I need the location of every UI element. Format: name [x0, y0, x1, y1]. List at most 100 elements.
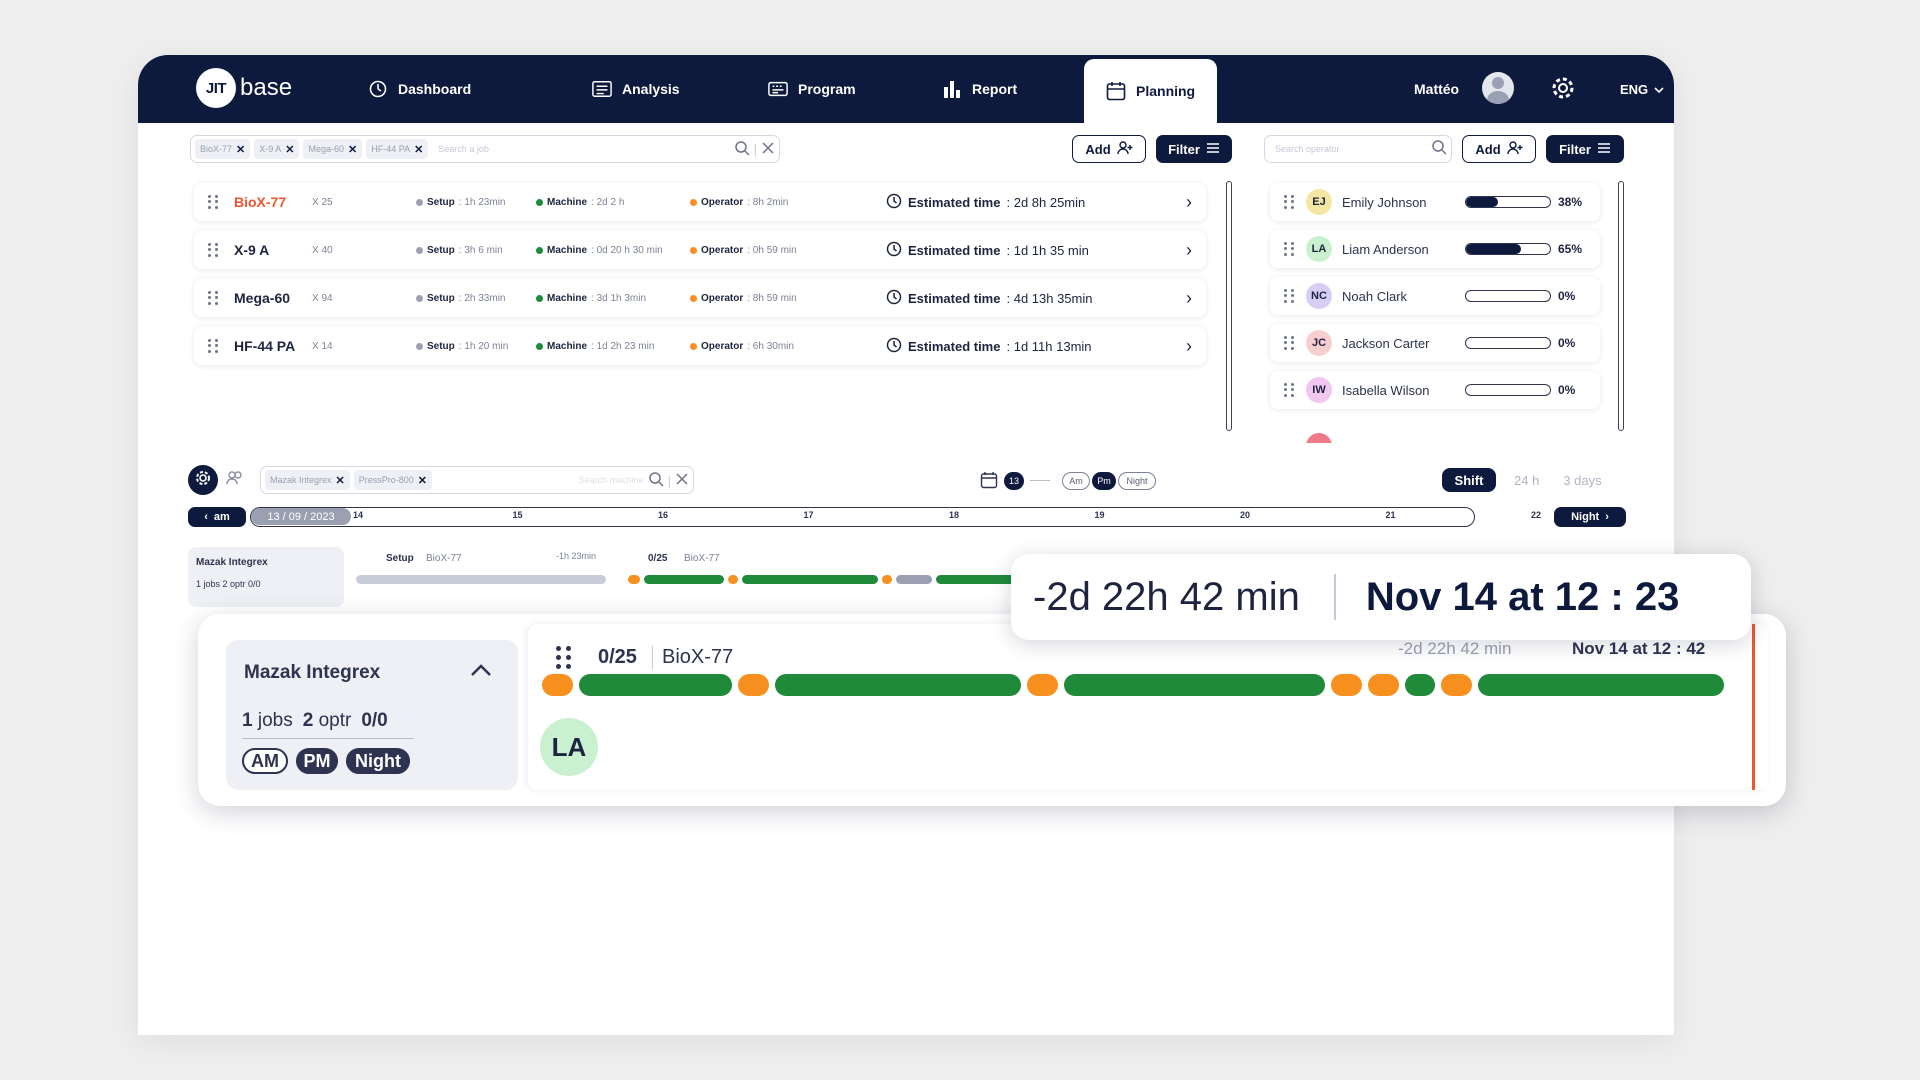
nav-program[interactable]: Program: [768, 55, 856, 123]
timeline-ruler[interactable]: 13 / 09 / 2023 14 15 16 17 18 19 20 21 22: [250, 507, 1541, 527]
chevron-right-icon[interactable]: ›: [1186, 191, 1192, 212]
drag-handle-icon[interactable]: [1284, 289, 1296, 303]
bg-job-lane[interactable]: 0/25 BioX-77: [628, 547, 1028, 587]
add-job-button[interactable]: Add: [1072, 135, 1146, 163]
filter-operators-button[interactable]: Filter: [1546, 135, 1624, 163]
operator-row[interactable]: LA Liam Anderson 65%: [1270, 230, 1600, 268]
shift-pm-pill[interactable]: PM: [296, 748, 338, 774]
machine-segment[interactable]: [1404, 674, 1436, 696]
job-row[interactable]: HF-44 PA X 14 Setup: 1h 20 min Machine: 1d …: [194, 327, 1206, 365]
drag-handle-icon[interactable]: [208, 195, 220, 209]
job-filter-chip[interactable]: HF-44 PA ✕: [366, 139, 429, 159]
close-icon[interactable]: ✕: [414, 143, 424, 156]
setup-segment[interactable]: [738, 674, 770, 696]
nav-report[interactable]: Report: [942, 55, 1017, 123]
shift-night-toggle[interactable]: Night: [1118, 472, 1156, 490]
drag-handle-icon[interactable]: [1284, 195, 1296, 209]
operator-row[interactable]: EJ Emily Johnson 38%: [1270, 183, 1600, 221]
close-icon[interactable]: ✕: [285, 143, 295, 156]
calendar-icon[interactable]: [980, 471, 998, 494]
filter-icon: [1597, 142, 1611, 157]
status-dot: [416, 342, 423, 350]
nav-dashboard[interactable]: Dashboard: [368, 55, 471, 123]
nav-report-label: Report: [972, 81, 1018, 97]
job-row[interactable]: X-9 A X 40 Setup: 3h 6 min Machine: 0d 20 h…: [194, 231, 1206, 269]
setup-segment[interactable]: [542, 674, 573, 696]
add-operator-button[interactable]: Add: [1462, 135, 1536, 163]
job-row[interactable]: Mega-60 X 94 Setup: 2h 33min Machine: 3d 1h…: [194, 279, 1206, 317]
operator-search-input[interactable]: Search operator: [1275, 144, 1340, 154]
drag-handle-icon[interactable]: [208, 243, 220, 257]
app-logo[interactable]: JIT base: [196, 66, 292, 110]
chevron-right-icon[interactable]: ›: [1186, 287, 1192, 308]
operator-row[interactable]: NC Noah Clark 0%: [1270, 277, 1600, 315]
drag-handle-icon[interactable]: [208, 339, 220, 353]
machine-panel[interactable]: Mazak Integrex 1 jobs 2 optr 0/0 AM PM N…: [226, 640, 518, 790]
operator-row[interactable]: JC Jackson Carter 0%: [1270, 324, 1600, 362]
drag-handle-icon[interactable]: [1284, 336, 1296, 350]
shift-am-pill[interactable]: AM: [242, 748, 288, 774]
machine-filter-chip[interactable]: Mazak Integrex ✕: [265, 470, 350, 490]
view-shift[interactable]: Shift: [1442, 468, 1496, 492]
setup-segment[interactable]: [1367, 674, 1399, 696]
job-search-box[interactable]: BioX-77 ✕ X-9 A ✕ Mega-60 ✕ HF-44 PA ✕ Searc…: [190, 135, 780, 163]
operator-row[interactable]: IW Isabella Wilson 0%: [1270, 371, 1600, 409]
filter-jobs-button[interactable]: Filter: [1156, 135, 1232, 163]
operator-view-button[interactable]: [220, 465, 250, 495]
job-lane[interactable]: 0/25 BioX-77 -2d 22h 42 min Nov 14 at 12…: [528, 624, 1768, 790]
timeline-next-button[interactable]: Night ›: [1554, 507, 1626, 527]
user-avatar[interactable]: [1482, 72, 1514, 104]
shift-pm-toggle[interactable]: Pm: [1092, 472, 1116, 490]
job-row[interactable]: BioX-77 X 25 Setup: 1h 23min Machine: 2d 2 …: [194, 183, 1206, 221]
machine-segment[interactable]: [1478, 674, 1724, 696]
setup-segment[interactable]: [1027, 674, 1058, 696]
search-icon[interactable]: [734, 140, 750, 159]
gear-icon[interactable]: [1550, 75, 1576, 101]
drag-handle-icon[interactable]: [556, 646, 572, 670]
machine-search-input[interactable]: Search machine: [578, 475, 644, 485]
setup-segment[interactable]: [1331, 674, 1362, 696]
nav-planning[interactable]: Planning: [1084, 59, 1218, 123]
operator-search-box[interactable]: Search operator: [1264, 135, 1452, 163]
close-icon[interactable]: ✕: [348, 143, 358, 156]
clear-icon[interactable]: [761, 141, 775, 158]
close-icon[interactable]: ✕: [335, 474, 345, 487]
clear-icon[interactable]: [675, 472, 689, 489]
operator-avatar[interactable]: LA: [540, 718, 598, 776]
machine-search-box[interactable]: Mazak Integrex ✕ PressPro-800 ✕ Search mac…: [260, 466, 694, 494]
bg-machine-card[interactable]: Mazak Integrex 1 jobs 2 optr 0/0: [188, 547, 344, 607]
nav-analysis[interactable]: Analysis: [592, 55, 680, 123]
machine-segment[interactable]: [775, 674, 1022, 696]
job-search-input[interactable]: Search a job: [438, 144, 489, 154]
drag-handle-icon[interactable]: [1284, 242, 1296, 256]
machine-filter-chip[interactable]: PressPro-800 ✕: [353, 470, 432, 490]
operators-scrollbar[interactable]: [1618, 181, 1624, 431]
machine-segment[interactable]: [1063, 674, 1326, 696]
jobs-scrollbar[interactable]: [1226, 181, 1232, 431]
job-filter-chip[interactable]: BioX-77 ✕: [195, 139, 251, 159]
chevron-right-icon[interactable]: ›: [1186, 239, 1192, 260]
drag-handle-icon[interactable]: [1284, 383, 1296, 397]
search-icon[interactable]: [1431, 139, 1447, 160]
machine-view-button[interactable]: [188, 465, 218, 495]
user-name[interactable]: Mattéo: [1414, 81, 1460, 97]
bg-setup-lane[interactable]: Setup BioX-77 -1h 23min: [356, 547, 614, 587]
operator-avatar: IW: [1306, 377, 1332, 403]
chevron-right-icon[interactable]: ›: [1186, 335, 1192, 356]
shift-night-pill[interactable]: Night: [346, 748, 410, 774]
view-3-days[interactable]: 3 days: [1563, 472, 1602, 488]
close-icon[interactable]: ✕: [417, 474, 427, 487]
timeline-prev-button[interactable]: ‹ am: [188, 507, 246, 527]
close-icon[interactable]: ✕: [236, 143, 246, 156]
search-icon[interactable]: [648, 471, 664, 490]
setup-segment[interactable]: [1441, 674, 1473, 696]
job-filter-chip[interactable]: X-9 A ✕: [254, 139, 300, 159]
drag-handle-icon[interactable]: [208, 291, 220, 305]
job-filter-chip[interactable]: Mega-60 ✕: [303, 139, 363, 159]
language-select[interactable]: ENG: [1620, 55, 1664, 123]
filter-jobs-label: Filter: [1168, 141, 1200, 157]
view-24h[interactable]: 24 h: [1514, 472, 1540, 488]
shift-am-toggle[interactable]: Am: [1062, 472, 1090, 490]
chevron-up-icon[interactable]: [466, 656, 496, 686]
machine-segment[interactable]: [578, 674, 733, 696]
